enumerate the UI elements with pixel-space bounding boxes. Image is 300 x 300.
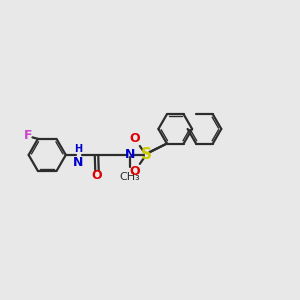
Text: CH₃: CH₃	[120, 172, 140, 182]
Text: O: O	[92, 169, 102, 182]
Text: H: H	[75, 144, 83, 154]
Text: F: F	[24, 129, 33, 142]
Text: O: O	[130, 132, 140, 145]
Text: N: N	[125, 148, 135, 161]
Text: S: S	[141, 148, 152, 163]
Text: N: N	[73, 156, 83, 169]
Text: O: O	[130, 165, 140, 178]
